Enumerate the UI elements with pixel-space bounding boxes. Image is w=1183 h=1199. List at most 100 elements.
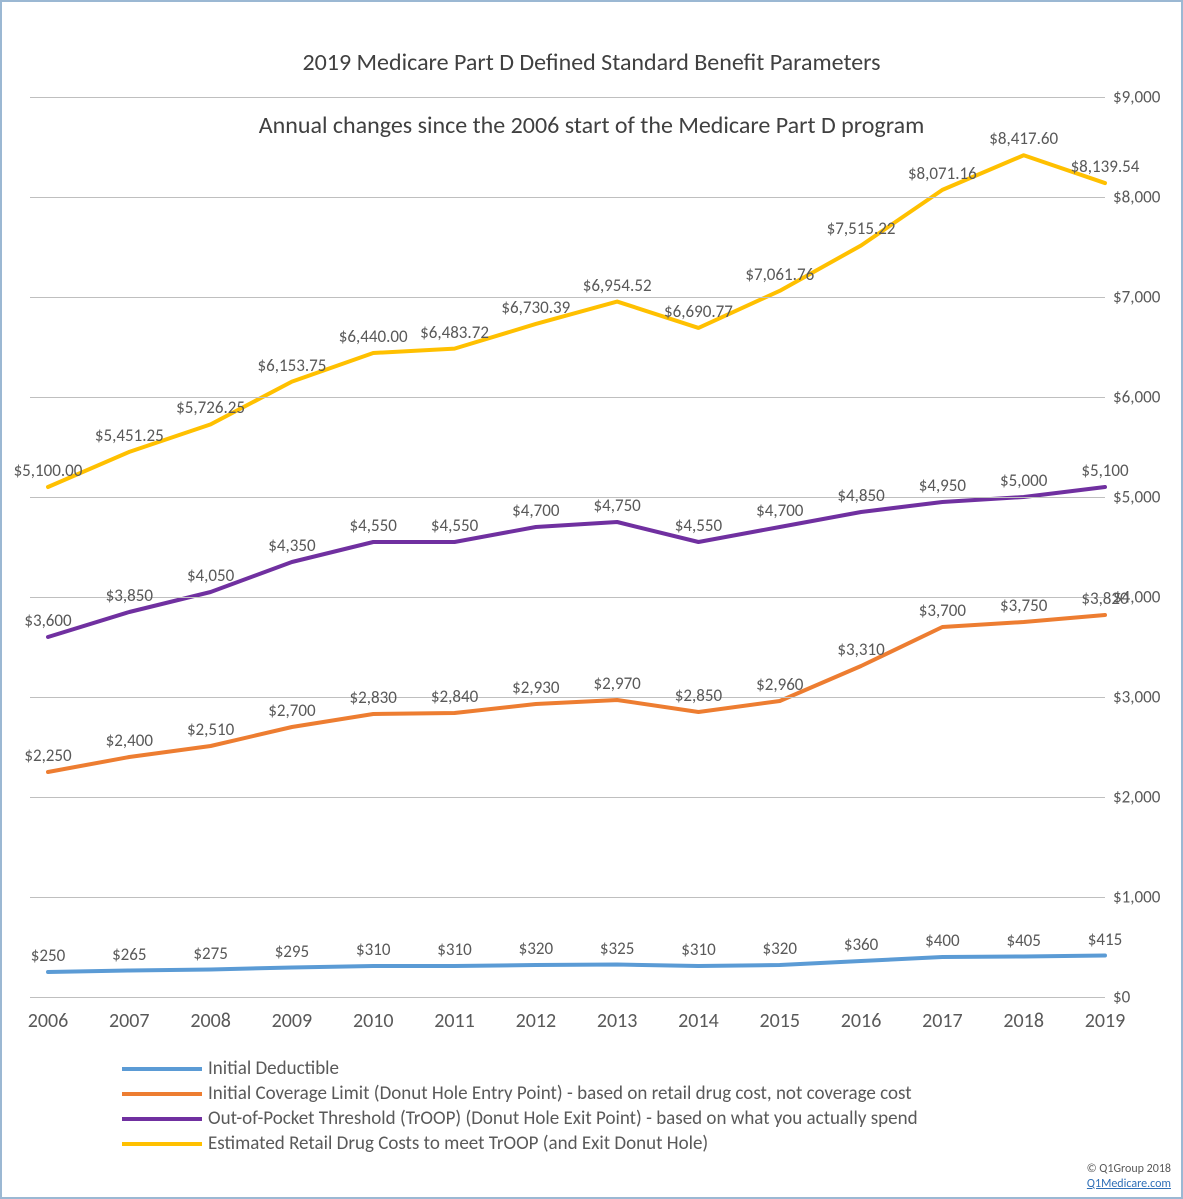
gridline <box>30 597 1105 598</box>
legend-label: Estimated Retail Drug Costs to meet TrOO… <box>208 1132 708 1155</box>
datalabel-deductible: $310 <box>356 939 390 966</box>
legend-swatch <box>122 1092 202 1096</box>
gridline <box>30 897 1105 898</box>
datalabel-icl: $2,970 <box>593 673 640 700</box>
legend-label: Initial Coverage Limit (Donut Hole Entry… <box>208 1082 912 1105</box>
datalabel-retail: $6,483.72 <box>420 322 489 349</box>
legend-swatch <box>122 1142 202 1146</box>
datalabel-deductible: $400 <box>925 930 959 957</box>
datalabel-retail: $7,061.76 <box>745 264 814 291</box>
datalabel-icl: $3,310 <box>837 639 884 666</box>
x-axis-label: 2015 <box>750 1009 810 1033</box>
datalabel-troop: $4,550 <box>431 515 478 542</box>
datalabel-deductible: $310 <box>681 939 715 966</box>
x-axis-label: 2006 <box>18 1009 78 1033</box>
datalabel-retail: $5,451.25 <box>95 425 164 452</box>
gridline <box>30 797 1105 798</box>
datalabel-retail: $6,954.52 <box>583 275 652 302</box>
datalabel-deductible: $320 <box>763 938 797 965</box>
x-axis-label: 2010 <box>343 1009 403 1033</box>
plot-inner: $0$1,000$2,000$3,000$4,000$5,000$6,000$7… <box>30 97 1105 997</box>
x-axis-label: 2007 <box>99 1009 159 1033</box>
datalabel-icl: $2,840 <box>431 686 478 713</box>
datalabel-troop: $4,850 <box>837 485 884 512</box>
datalabel-deductible: $325 <box>600 938 634 965</box>
datalabel-retail: $8,139.54 <box>1071 156 1140 183</box>
plot-area: $0$1,000$2,000$3,000$4,000$5,000$6,000$7… <box>30 97 1105 997</box>
datalabel-retail: $7,515.22 <box>827 218 896 245</box>
copyright-text: © Q1Group 2018 <box>1087 1162 1171 1176</box>
legend-item-troop: Out-of-Pocket Threshold (TrOOP) (Donut H… <box>122 1107 1122 1130</box>
datalabel-icl: $2,400 <box>106 730 153 757</box>
datalabel-deductible: $250 <box>31 945 65 972</box>
x-axis-label: 2013 <box>587 1009 647 1033</box>
datalabel-icl: $2,960 <box>756 674 803 701</box>
x-axis-label: 2008 <box>181 1009 241 1033</box>
copyright: © Q1Group 2018 Q1Medicare.com <box>1087 1162 1171 1191</box>
legend: Initial DeductibleInitial Coverage Limit… <box>122 1057 1122 1157</box>
datalabel-deductible: $360 <box>844 934 878 961</box>
x-axis-label: 2009 <box>262 1009 322 1033</box>
legend-label: Initial Deductible <box>208 1057 339 1080</box>
copyright-link[interactable]: Q1Medicare.com <box>1087 1177 1171 1191</box>
x-axis-label: 2011 <box>425 1009 485 1033</box>
gridline <box>30 697 1105 698</box>
x-axis-label: 2019 <box>1075 1009 1135 1033</box>
datalabel-retail: $8,071.16 <box>908 163 977 190</box>
datalabel-troop: $4,700 <box>512 500 559 527</box>
datalabel-retail: $8,417.60 <box>989 128 1058 155</box>
legend-swatch <box>122 1067 202 1071</box>
datalabel-retail: $6,440.00 <box>339 326 408 353</box>
datalabel-deductible: $320 <box>519 938 553 965</box>
y-axis-label: $3,000 <box>1113 687 1177 708</box>
y-axis-label: $9,000 <box>1113 87 1177 108</box>
legend-item-icl: Initial Coverage Limit (Donut Hole Entry… <box>122 1082 1122 1105</box>
datalabel-icl: $3,820 <box>1081 588 1128 615</box>
chart-container: 2019 Medicare Part D Defined Standard Be… <box>0 0 1183 1199</box>
datalabel-retail: $6,690.77 <box>664 301 733 328</box>
datalabel-troop: $4,050 <box>187 565 234 592</box>
x-axis-label: 2018 <box>994 1009 1054 1033</box>
datalabel-deductible: $310 <box>437 939 471 966</box>
datalabel-icl: $3,700 <box>919 600 966 627</box>
datalabel-troop: $4,950 <box>919 475 966 502</box>
series-line-retail <box>48 155 1105 487</box>
datalabel-troop: $4,700 <box>756 500 803 527</box>
x-axis-label: 2017 <box>912 1009 972 1033</box>
legend-item-deductible: Initial Deductible <box>122 1057 1122 1080</box>
y-axis-label: $0 <box>1113 987 1177 1008</box>
series-line-icl <box>48 615 1105 772</box>
datalabel-troop: $4,350 <box>268 535 315 562</box>
datalabel-troop: $4,550 <box>350 515 397 542</box>
datalabel-troop: $5,000 <box>1000 470 1047 497</box>
title-line-1: 2019 Medicare Part D Defined Standard Be… <box>302 48 880 77</box>
datalabel-retail: $5,726.25 <box>176 397 245 424</box>
datalabel-troop: $4,550 <box>675 515 722 542</box>
datalabel-deductible: $265 <box>112 944 146 971</box>
datalabel-troop: $4,750 <box>593 495 640 522</box>
legend-item-retail: Estimated Retail Drug Costs to meet TrOO… <box>122 1132 1122 1155</box>
datalabel-icl: $2,930 <box>512 677 559 704</box>
x-axis-label: 2016 <box>831 1009 891 1033</box>
y-axis-label: $1,000 <box>1113 887 1177 908</box>
gridline <box>30 97 1105 98</box>
y-axis-label: $5,000 <box>1113 487 1177 508</box>
datalabel-troop: $3,850 <box>106 585 153 612</box>
y-axis-label: $2,000 <box>1113 787 1177 808</box>
datalabel-icl: $2,850 <box>675 685 722 712</box>
y-axis-label: $6,000 <box>1113 387 1177 408</box>
legend-label: Out-of-Pocket Threshold (TrOOP) (Donut H… <box>208 1107 918 1130</box>
datalabel-icl: $2,250 <box>24 745 71 772</box>
datalabel-deductible: $415 <box>1088 929 1122 956</box>
gridline <box>30 997 1105 998</box>
datalabel-icl: $2,700 <box>268 700 315 727</box>
datalabel-troop: $5,100 <box>1081 460 1128 487</box>
datalabel-retail: $5,100.00 <box>14 460 83 487</box>
datalabel-icl: $2,830 <box>350 687 397 714</box>
datalabel-icl: $2,510 <box>187 719 234 746</box>
y-axis-label: $7,000 <box>1113 287 1177 308</box>
datalabel-deductible: $295 <box>275 941 309 968</box>
legend-swatch <box>122 1117 202 1121</box>
datalabel-troop: $3,600 <box>24 610 71 637</box>
chart-lines <box>30 97 1105 997</box>
